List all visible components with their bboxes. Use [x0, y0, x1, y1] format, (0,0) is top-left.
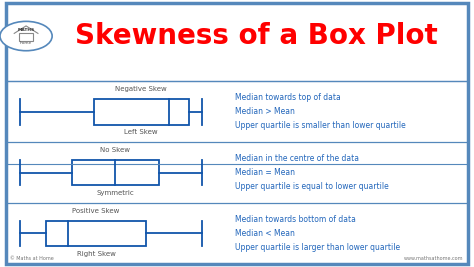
Bar: [72, 160, 158, 185]
Text: Median towards top of data: Median towards top of data: [235, 93, 340, 103]
Bar: [19, 33, 33, 41]
Text: Negative Skew: Negative Skew: [115, 87, 167, 92]
Text: www.mathsathome.com: www.mathsathome.com: [404, 256, 464, 261]
Text: Median < Mean: Median < Mean: [235, 229, 294, 238]
Text: Upper quartile is smaller than lower quartile: Upper quartile is smaller than lower qua…: [235, 121, 405, 130]
Circle shape: [0, 21, 52, 51]
Text: home: home: [20, 41, 32, 45]
Text: Skewness of a Box Plot: Skewness of a Box Plot: [74, 22, 438, 50]
Text: Median = Mean: Median = Mean: [235, 168, 295, 177]
Text: Median towards bottom of data: Median towards bottom of data: [235, 215, 356, 224]
Text: © Maths at Home: © Maths at Home: [10, 256, 54, 261]
Text: Positive Skew: Positive Skew: [72, 208, 119, 214]
Text: Median > Mean: Median > Mean: [235, 107, 294, 116]
Text: Upper quartile is equal to lower quartile: Upper quartile is equal to lower quartil…: [235, 182, 388, 191]
Text: Right Skew: Right Skew: [76, 251, 115, 257]
Text: Left Skew: Left Skew: [125, 129, 158, 135]
Text: Upper quartile is larger than lower quartile: Upper quartile is larger than lower quar…: [235, 243, 400, 252]
Text: No Skew: No Skew: [100, 147, 130, 153]
Bar: [94, 99, 189, 124]
Bar: [46, 221, 146, 246]
Text: Symmetric: Symmetric: [97, 190, 134, 196]
Text: MATHS: MATHS: [18, 28, 35, 32]
Text: Median in the centre of the data: Median in the centre of the data: [235, 154, 359, 163]
